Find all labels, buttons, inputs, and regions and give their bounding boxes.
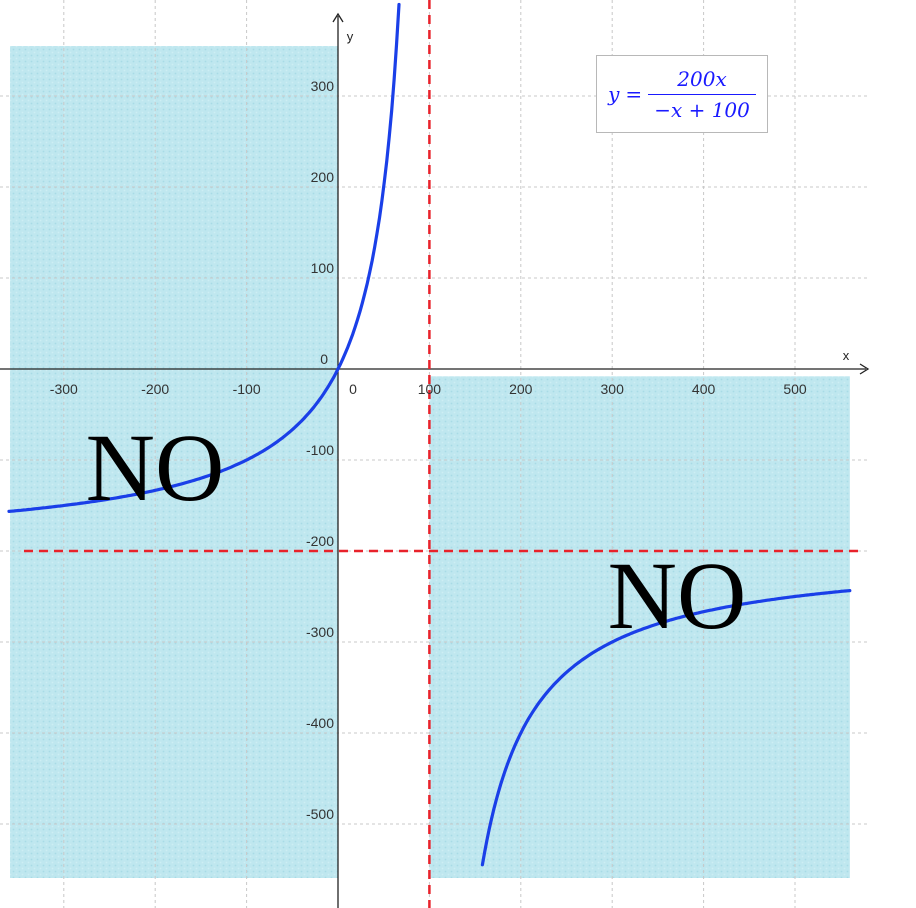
y-tick-label: 100 xyxy=(311,260,335,276)
x-tick-label: 100 xyxy=(418,381,442,397)
y-tick-label: -500 xyxy=(306,806,334,822)
no-label-2: NO xyxy=(608,542,747,649)
y-zero-label: 0 xyxy=(320,351,328,367)
equation-legend: y = 200x −x + 100 xyxy=(596,55,768,133)
equation-numerator: 200x xyxy=(677,66,727,91)
y-tick-label: 200 xyxy=(311,169,335,185)
curve-branch-1 xyxy=(7,2,401,513)
equation-fraction: 200x −x + 100 xyxy=(648,67,756,122)
x-axis-arrow xyxy=(859,363,870,375)
x-tick-label: 500 xyxy=(783,381,807,397)
y-axis-label: y xyxy=(347,29,354,44)
equation-equals: = xyxy=(625,82,643,106)
x-tick-label: -200 xyxy=(141,381,169,397)
y-tick-label: 300 xyxy=(311,78,335,94)
fraction-bar xyxy=(648,93,756,95)
x-tick-label: 400 xyxy=(692,381,716,397)
equation-denominator: −x + 100 xyxy=(654,97,750,122)
shaded-region-1 xyxy=(10,46,338,878)
no-label-1: NO xyxy=(86,414,225,521)
x-tick-label: 300 xyxy=(601,381,625,397)
y-tick-label: -400 xyxy=(306,715,334,731)
y-axis-arrow xyxy=(332,12,344,23)
equation-lhs: y xyxy=(608,82,620,106)
y-tick-label: -300 xyxy=(306,624,334,640)
origin-label: 0 xyxy=(349,381,357,397)
x-axis-label: x xyxy=(843,348,850,363)
x-tick-label: 200 xyxy=(509,381,533,397)
x-tick-label: -100 xyxy=(233,381,261,397)
curve-branch-2 xyxy=(480,588,852,867)
y-tick-label: -200 xyxy=(306,533,334,549)
x-tick-label: -300 xyxy=(50,381,78,397)
y-tick-label: -100 xyxy=(306,442,334,458)
